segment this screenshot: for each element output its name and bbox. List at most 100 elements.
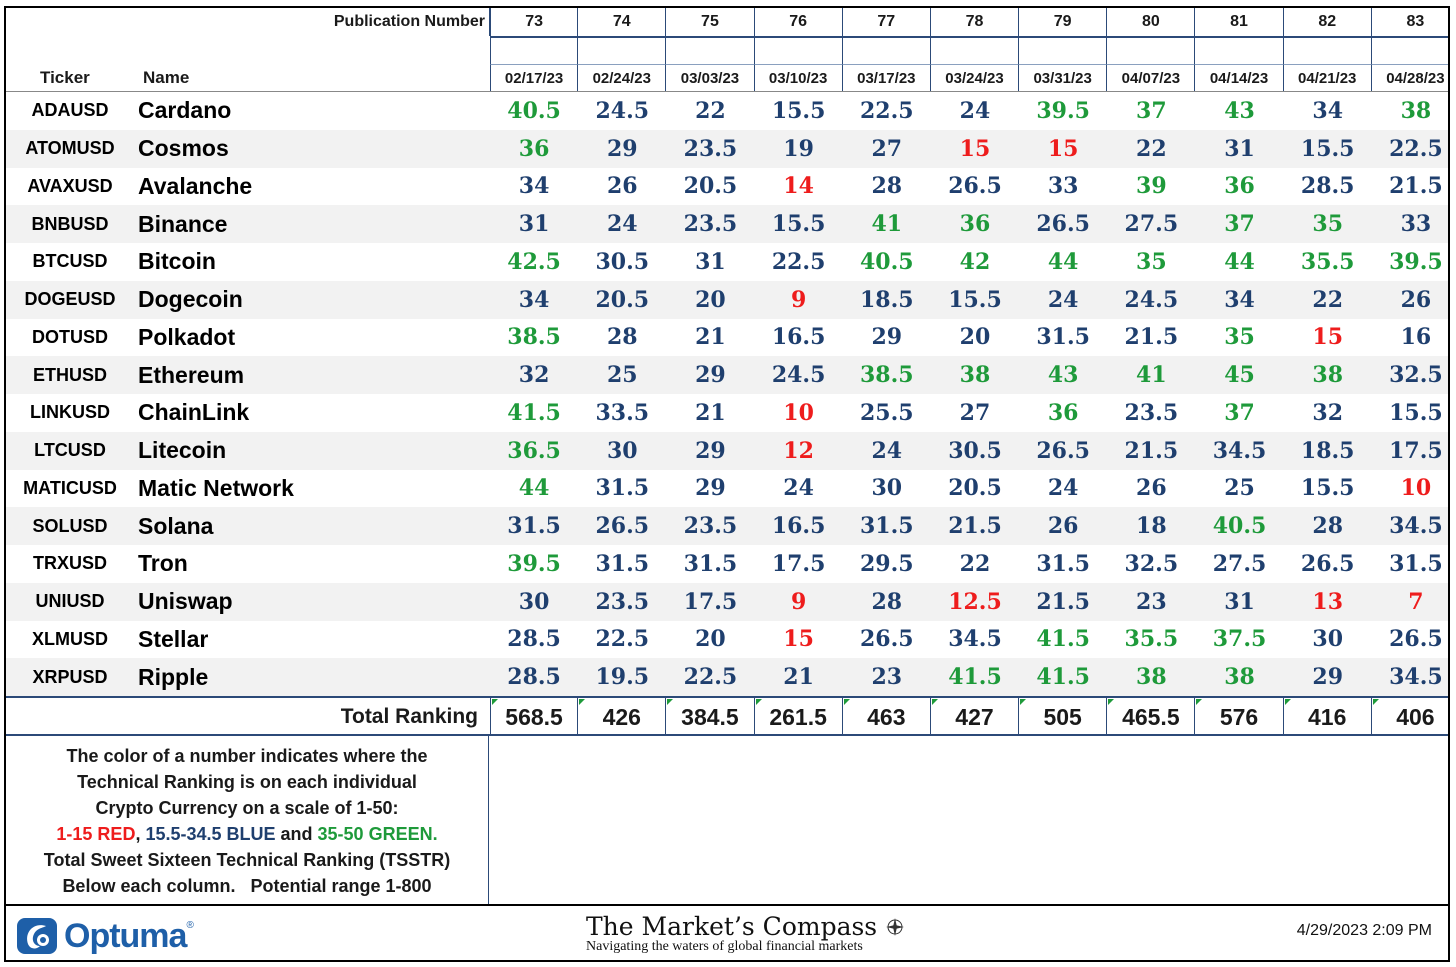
cell-marker-icon	[1196, 699, 1203, 705]
ranking-value: 36	[1047, 399, 1079, 426]
row-name: Litecoin	[138, 437, 227, 464]
legend-line-3: Crypto Currency on a scale of 1-50:	[95, 798, 399, 818]
row-name: Matic Network	[138, 474, 294, 501]
ranking-value: 24.5	[771, 362, 826, 389]
table-row: TRXUSD Tron 39.5 31.5 31.5 17.5 29.5 22 31.5 32.5…	[6, 545, 1448, 583]
row-ticker: DOTUSD	[32, 326, 108, 347]
ranking-value: 15	[783, 626, 814, 653]
header-spacer-cell	[930, 36, 1020, 64]
ranking-value: 9	[790, 588, 807, 615]
ranking-value: 34	[1312, 97, 1344, 124]
total-ranking-value: 505	[1019, 698, 1108, 736]
ranking-value: 26.5	[1300, 550, 1355, 577]
ranking-value: 31.5	[860, 513, 914, 540]
ranking-value: 37	[1224, 399, 1255, 426]
ranking-value: 22	[959, 550, 991, 577]
markets-compass-subtitle: Navigating the waters of global financia…	[586, 939, 863, 954]
ranking-value: 44	[1224, 248, 1255, 275]
ranking-value: 23.5	[683, 211, 738, 238]
ranking-value: 15.5	[1300, 475, 1355, 502]
ranking-value: 35	[1136, 248, 1167, 275]
row-name: Ethereum	[138, 361, 245, 388]
ranking-value: 21	[695, 399, 726, 426]
ranking-value: 39.5	[1036, 97, 1090, 124]
total-ranking-value: 426	[578, 698, 667, 736]
table-row: LINKUSD ChainLink 41.5 33.5 21 10 25.5 27 36 23.5…	[6, 394, 1448, 432]
header-spacer-row	[6, 36, 1448, 64]
optuma-logo-icon	[17, 918, 57, 954]
ranking-value: 40.5	[1212, 513, 1267, 540]
ranking-value: 26.5	[1036, 437, 1090, 464]
row-ticker: XRPUSD	[32, 666, 108, 687]
table-row: DOTUSD Polkadot 38.5 28 21 16.5 29 20 31.5 21.5 35…	[6, 319, 1448, 357]
ranking-value: 29	[871, 324, 903, 351]
publication-number-6: 79	[1019, 8, 1108, 36]
table-row: LTCUSD Litecoin 36.5 30 29 12 24 30.5 26.5 21.5 34…	[6, 431, 1448, 470]
ranking-value: 20.5	[683, 173, 738, 200]
ranking-value: 37.5	[1212, 626, 1267, 653]
compass-rose-icon	[886, 918, 905, 936]
ranking-value: 31.5	[595, 550, 650, 577]
ranking-value: 43	[1224, 97, 1255, 124]
row-name: Polkadot	[138, 323, 236, 350]
ranking-value: 25.5	[860, 399, 914, 426]
legend-green-range: 35-50 GREEN.	[317, 824, 438, 844]
ranking-table-frame: Publication Number 73 74 75 76 77 78 79 80 81 82 8…	[4, 6, 1450, 962]
table-row: ADAUSD Cardano 40.5 24.5 22 15.5 22.5 24 39.5 37 4…	[6, 92, 1448, 130]
publication-number-label: Publication Number	[6, 8, 490, 36]
ranking-value: 26	[1400, 286, 1432, 313]
cell-marker-icon	[843, 699, 850, 705]
ranking-value: 39.5	[1389, 248, 1443, 275]
ranking-value: 24	[783, 475, 814, 502]
ranking-value: 31	[695, 248, 726, 275]
header-spacer-cell	[490, 36, 579, 64]
ranking-value: 18.5	[860, 286, 914, 313]
row-name: Uniswap	[138, 588, 233, 615]
ranking-value: 20	[695, 286, 726, 313]
ranking-value: 32	[518, 362, 550, 389]
ranking-value: 26	[1136, 475, 1167, 502]
ranking-value: 42	[959, 248, 991, 275]
ticker-header: Ticker	[40, 68, 90, 87]
ranking-value: 22.5	[683, 664, 738, 691]
ranking-value: 17.5	[771, 550, 826, 577]
legend-line-4: 1-15 RED, 15.5-34.5 BLUE and 35-50 GREEN…	[56, 821, 437, 847]
timestamp: 4/29/2023 2:09 PM	[1296, 922, 1432, 939]
ranking-value: 26.5	[948, 173, 1002, 200]
column-date-2: 03/03/23	[666, 64, 755, 92]
row-name: Dogecoin	[138, 286, 243, 313]
total-ranking-value: 427	[931, 698, 1020, 736]
ranking-value: 35	[1312, 211, 1344, 238]
row-ticker: ETHUSD	[32, 364, 107, 385]
row-name: Stellar	[138, 625, 209, 652]
total-ranking-value: 384.5	[666, 698, 755, 736]
ranking-value: 21.5	[1389, 173, 1443, 200]
ranking-value: 23	[871, 664, 903, 691]
cell-marker-icon	[1108, 699, 1115, 705]
ranking-value: 37	[1136, 97, 1167, 124]
column-date-4: 03/17/23	[842, 64, 931, 92]
ranking-value: 32.5	[1124, 550, 1179, 577]
publication-number-4: 77	[843, 8, 931, 36]
publication-number-5: 78	[931, 8, 1020, 36]
legend-line-6: Below each column. Potential range 1-800	[62, 876, 432, 896]
ranking-value: 22	[695, 97, 726, 124]
ranking-value: 21	[783, 664, 814, 691]
legend-line-1: The color of a number indicates where th…	[66, 746, 428, 766]
ranking-value: 24	[871, 437, 903, 464]
ranking-value: 41.5	[1036, 626, 1090, 653]
name-header: Name	[143, 68, 190, 87]
ranking-value: 22.5	[771, 248, 826, 275]
ranking-value: 34.5	[948, 626, 1002, 653]
ranking-value: 39.5	[507, 550, 561, 577]
ranking-value: 33.5	[595, 399, 650, 426]
ranking-value: 28	[1312, 513, 1344, 540]
ranking-value: 32	[1312, 399, 1344, 426]
ranking-value: 24	[1047, 475, 1079, 502]
publication-number-2: 75	[666, 8, 755, 36]
publication-number-7: 80	[1107, 8, 1196, 36]
ranking-value: 21.5	[1036, 588, 1090, 615]
header-spacer-cell	[1371, 36, 1448, 64]
publication-number-10: 83	[1372, 8, 1448, 36]
header-spacer-cell	[1195, 36, 1284, 64]
